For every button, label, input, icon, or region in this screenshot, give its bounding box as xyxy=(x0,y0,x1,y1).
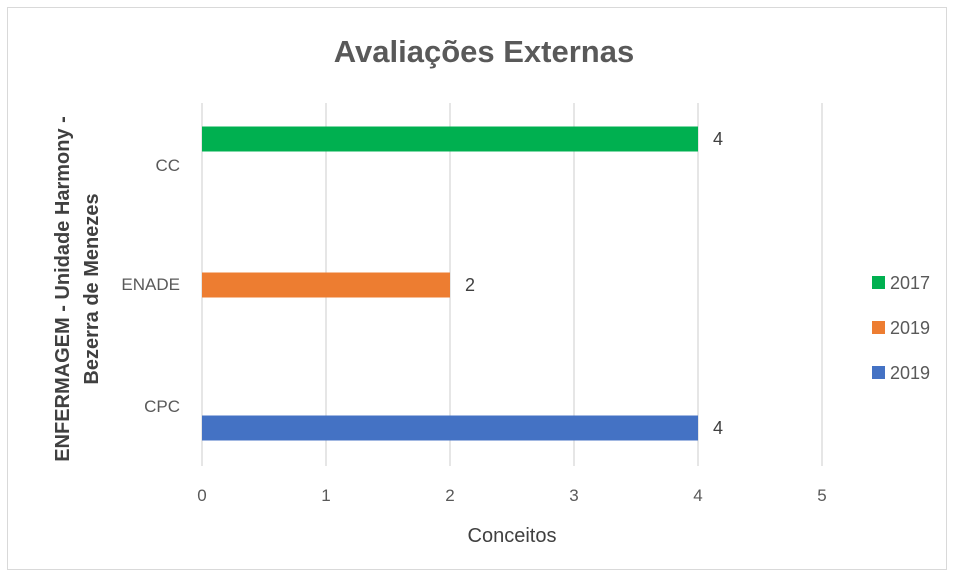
y-tick-labels: CPC ENADE CC xyxy=(121,156,180,416)
x-axis-title: Conceitos xyxy=(468,525,557,547)
legend-label-2: 2019 xyxy=(890,363,930,383)
x-tick-label-4: 4 xyxy=(693,486,702,505)
data-label-cpc: 4 xyxy=(713,418,723,438)
x-tick-label-5: 5 xyxy=(817,486,826,505)
y-axis-title-line-1: ENFERMAGEM - Unidade Harmony - xyxy=(52,116,74,462)
x-tick-label-1: 1 xyxy=(321,486,330,505)
x-tick-label-2: 2 xyxy=(445,486,454,505)
chart-frame xyxy=(7,7,947,570)
legend-label-1: 2019 xyxy=(890,318,930,338)
y-tick-label-cpc: CPC xyxy=(144,397,180,416)
legend-swatch-1 xyxy=(872,321,885,334)
data-label-cc: 4 xyxy=(713,129,723,149)
bar-cc-2017 xyxy=(202,126,698,152)
data-labels: 4 2 4 xyxy=(465,129,723,438)
legend-swatch-0 xyxy=(872,276,885,289)
legend-label-0: 2017 xyxy=(890,273,930,293)
y-axis-title-line-2: Bezerra de Menezes xyxy=(81,193,103,384)
bars xyxy=(202,126,698,441)
bar-cpc-2019 xyxy=(202,415,698,441)
data-label-enade: 2 xyxy=(465,275,475,295)
legend: 2017 2019 2019 xyxy=(872,273,930,383)
y-axis-title: ENFERMAGEM - Unidade Harmony - Bezerra d… xyxy=(52,116,103,462)
legend-swatch-2 xyxy=(872,366,885,379)
y-tick-label-cc: CC xyxy=(155,156,180,175)
chart-title: Avaliações Externas xyxy=(334,34,634,69)
x-tick-labels: 0 1 2 3 4 5 xyxy=(197,486,826,505)
x-tick-label-3: 3 xyxy=(569,486,578,505)
x-tick-label-0: 0 xyxy=(197,486,206,505)
gridlines xyxy=(201,103,823,466)
y-tick-label-enade: ENADE xyxy=(121,275,180,294)
bar-enade-2019 xyxy=(202,272,450,298)
